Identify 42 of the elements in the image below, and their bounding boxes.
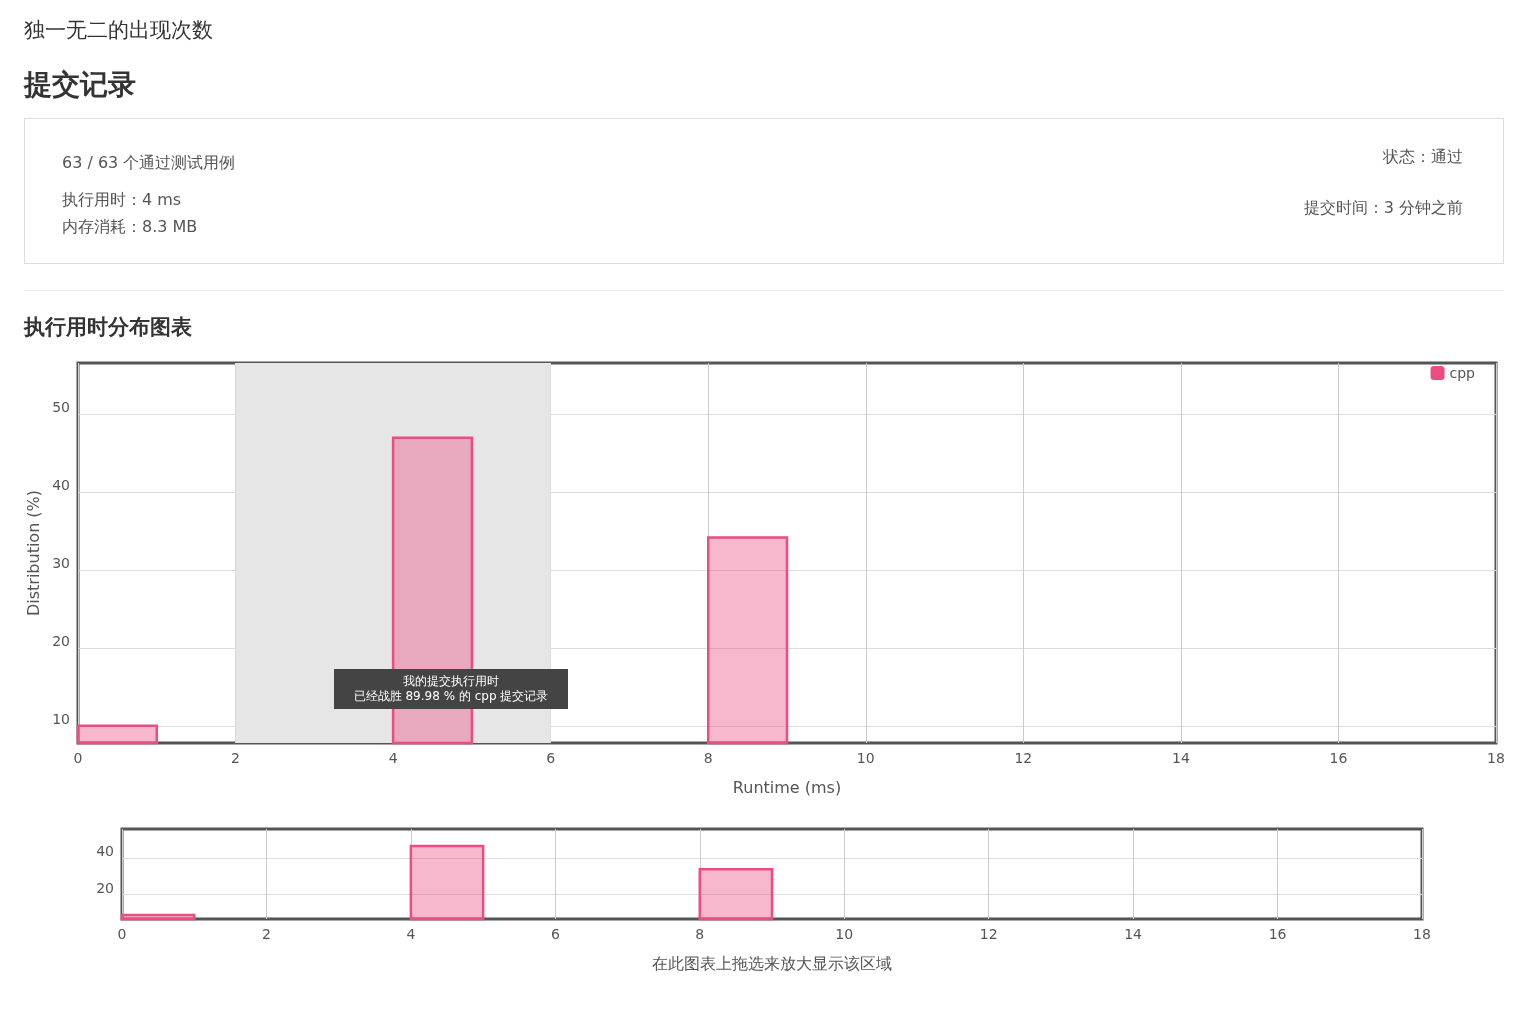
x-tick-label: 6 xyxy=(550,926,560,942)
y-tick-label: 40 xyxy=(52,477,70,494)
x-tick-label: 4 xyxy=(388,750,398,766)
x-tick-label: 16 xyxy=(1268,926,1287,942)
y-axis-title: Distribution (%) xyxy=(23,489,43,617)
y-tick-label: 40 xyxy=(96,843,114,860)
x-tick-label: 12 xyxy=(1014,750,1033,766)
x-axis-title: Runtime (ms) xyxy=(732,777,842,797)
x-tick-label: 10 xyxy=(856,750,875,766)
annotation: 已经战胜 89.98 % 的 cpp 提交记录 xyxy=(352,689,550,704)
x-tick-label: 2 xyxy=(261,926,271,942)
x-tick-label: 4 xyxy=(406,926,416,942)
x-tick-label: 0 xyxy=(117,926,127,942)
tooltip-box: 我的提交执行用时 已经战胜 89.98 % 的 cpp 提交记录 xyxy=(334,669,568,709)
x-tick-label: 16 xyxy=(1329,750,1348,766)
y-tick-label: 30 xyxy=(52,555,70,572)
x-tick-label: 8 xyxy=(703,750,713,766)
x-tick-label: 18 xyxy=(1413,926,1431,942)
y-tick-label: 20 xyxy=(52,633,70,649)
text: 状态：通过 xyxy=(1382,146,1463,168)
text: 63 / 63 个通过测试用例 xyxy=(62,152,236,174)
text: 提交记录 xyxy=(22,67,137,103)
text: 提交时间：3 分钟之前 xyxy=(1303,197,1463,219)
x-tick-label: 12 xyxy=(979,926,998,942)
annotation: 我的提交执行用时 xyxy=(402,674,500,689)
legend-label: cpp xyxy=(1449,365,1476,381)
x-tick-label: 18 xyxy=(1487,750,1505,766)
x-tick-label: 14 xyxy=(1171,750,1190,766)
x-tick-label: 8 xyxy=(695,926,705,942)
y-tick-label: 10 xyxy=(52,710,70,727)
text: 执行用时：4 ms xyxy=(62,189,183,211)
x-tick-label: 14 xyxy=(1124,926,1143,942)
text: 内存消耗：8.3 MB xyxy=(62,216,199,238)
x-axis-title: 在此图表上拖选来放大显示该区域 xyxy=(652,953,892,973)
x-tick-label: 0 xyxy=(73,750,83,766)
text: 独一无二的出现次数 xyxy=(23,17,214,44)
y-tick-label: 20 xyxy=(96,879,114,896)
x-tick-label: 2 xyxy=(231,750,241,766)
chart-title: 执行用时分布图表 xyxy=(22,314,193,341)
y-tick-label: 50 xyxy=(52,399,70,416)
x-tick-label: 10 xyxy=(835,926,854,942)
x-tick-label: 6 xyxy=(546,750,556,766)
